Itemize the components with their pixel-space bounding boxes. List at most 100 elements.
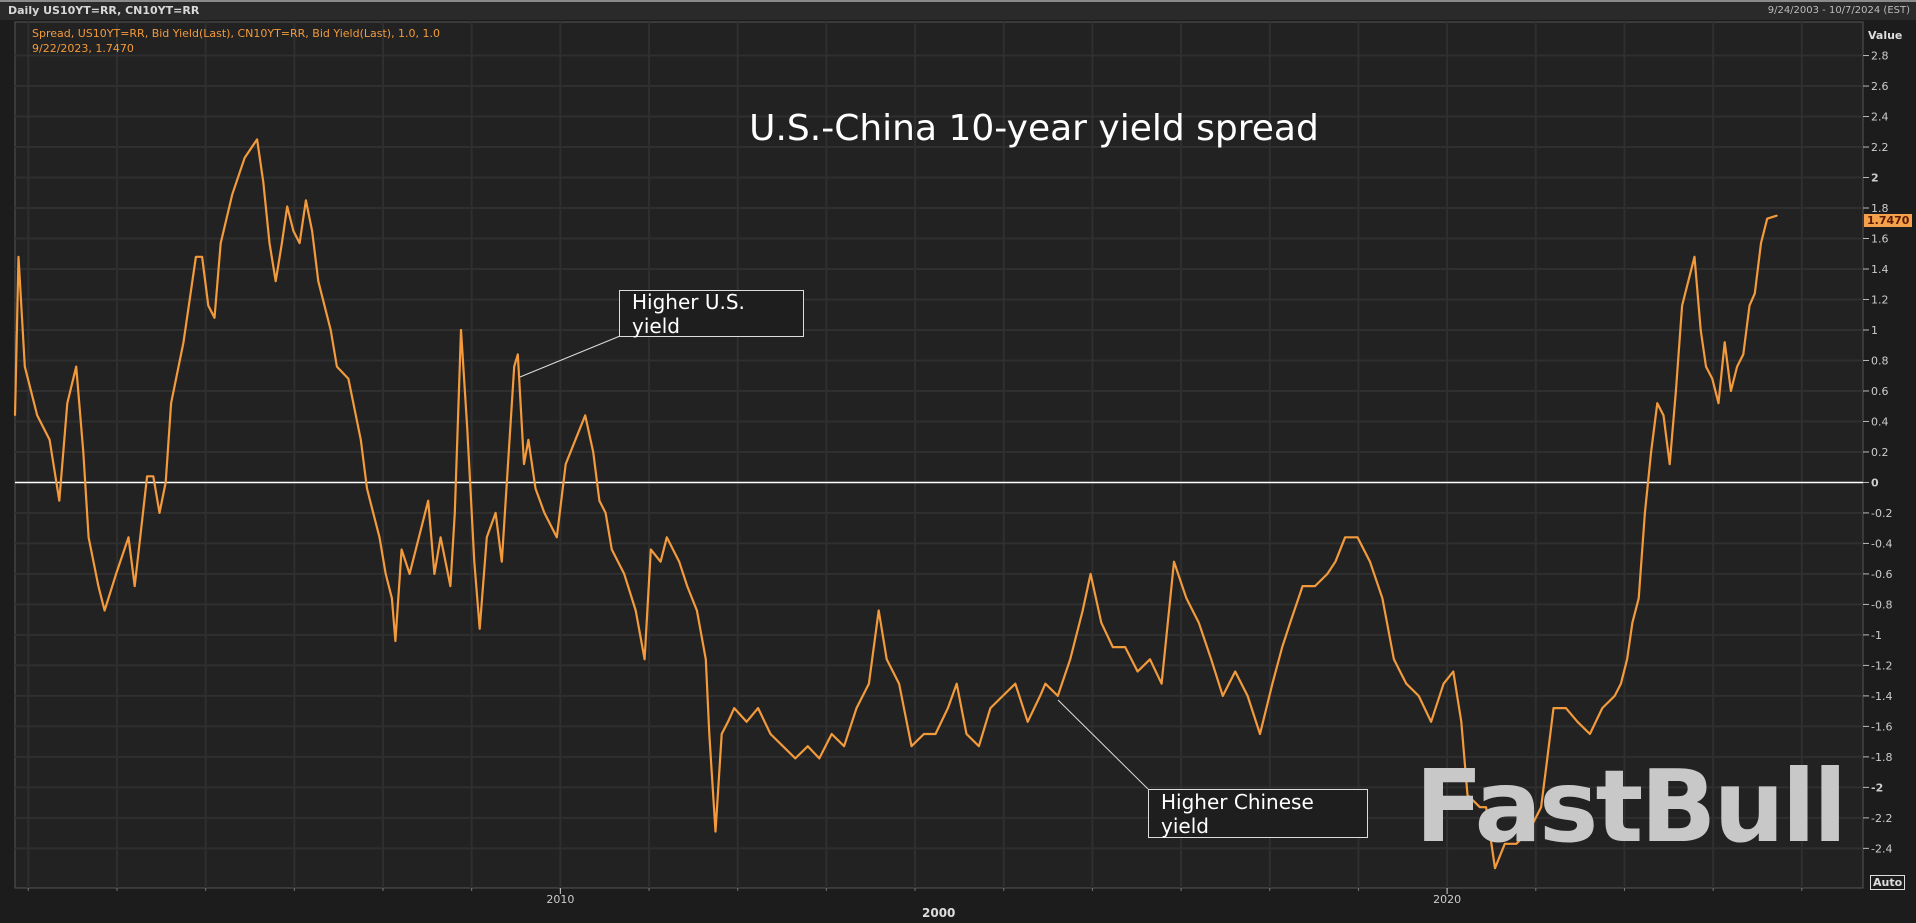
data-point (281, 242, 283, 244)
data-point (1081, 609, 1084, 612)
y-tick-label: -0.6 (1871, 568, 1892, 581)
data-point (564, 463, 567, 465)
data-point (1314, 585, 1316, 587)
data-point (598, 499, 601, 502)
data-point (934, 733, 937, 735)
annotation-higher-chinese-yield: Higher Chinese yield (1148, 789, 1368, 838)
data-point (923, 733, 925, 735)
data-point (1589, 733, 1591, 735)
data-point (513, 365, 516, 368)
data-point (978, 745, 980, 748)
data-point (1100, 621, 1103, 624)
data-point (394, 640, 397, 642)
data-point (1650, 451, 1652, 453)
data-point (1301, 585, 1304, 587)
data-point (1552, 707, 1555, 709)
data-point (1460, 721, 1463, 723)
y-axis-title: Value (1868, 29, 1903, 42)
data-point (201, 255, 203, 258)
last-value-badge: 1.7470 (1864, 214, 1913, 227)
data-point (1221, 695, 1224, 697)
data-point (1723, 341, 1726, 343)
data-point (485, 536, 488, 539)
data-point (243, 156, 246, 159)
data-point (1089, 573, 1092, 575)
data-point (1681, 304, 1683, 307)
data-point (460, 329, 462, 331)
data-point (727, 721, 729, 723)
data-point (97, 585, 100, 587)
y-tick-label: -0.2 (1871, 507, 1892, 520)
y-tick-label: 2.2 (1871, 141, 1889, 154)
data-point (384, 573, 387, 575)
data-point (1736, 365, 1738, 368)
data-point (23, 365, 26, 368)
data-point (523, 463, 525, 465)
data-point (311, 230, 313, 232)
data-point (170, 402, 172, 404)
data-point (610, 548, 613, 551)
data-point (1742, 353, 1745, 356)
data-point (1039, 695, 1041, 697)
x-axis-century-label: 2000 (922, 906, 956, 920)
fastbull-watermark-logo: FastBull (1415, 748, 1847, 865)
data-point (534, 487, 537, 490)
data-point (427, 499, 430, 502)
data-point (1601, 707, 1604, 709)
data-point (1576, 721, 1579, 723)
y-tick-label: -1 (1871, 629, 1882, 642)
data-point (1776, 214, 1778, 217)
data-point (708, 733, 711, 735)
data-point (1112, 646, 1114, 648)
auto-scale-button[interactable]: Auto (1870, 875, 1906, 890)
data-point (877, 609, 880, 612)
annotation-higher-us-yield: Higher U.S. yield (619, 290, 804, 338)
data-point (36, 414, 38, 417)
y-axis[interactable]: 2.8 2.6 2.4 2.2 2 1.8 1.6 1.4 1.2 1 0.8 0.6 0.4 0.2 0 -… (1863, 50, 1892, 856)
annotation-leader-china (1057, 699, 1149, 790)
data-point (910, 745, 913, 748)
data-point (494, 512, 497, 514)
data-point (1620, 682, 1622, 685)
data-point (1705, 365, 1707, 368)
date-range[interactable]: 9/24/2003 - 10/7/2024 (EST) (1767, 5, 1910, 16)
data-point (989, 707, 992, 709)
data-point (439, 536, 442, 539)
data-point (286, 205, 289, 208)
data-point (855, 707, 858, 709)
data-point (268, 242, 271, 244)
legend-series: Spread, US10YT=RR, Bid Yield(Last), CN10… (32, 27, 441, 40)
data-point (1405, 682, 1408, 685)
data-point (1069, 658, 1072, 661)
data-point (317, 280, 320, 282)
data-point (1289, 621, 1291, 624)
data-point (1002, 695, 1004, 697)
data-point (769, 733, 772, 735)
data-point (623, 573, 626, 575)
data-point (584, 414, 586, 417)
data-point (1717, 402, 1720, 404)
legend-cursor-value: 9/22/2023, 1.7470 (32, 42, 134, 55)
y-tick-label: 0.8 (1871, 354, 1889, 367)
data-point (182, 341, 185, 343)
data-point (1644, 512, 1646, 514)
y-tick-label: 0 (1871, 476, 1879, 489)
data-point (1198, 621, 1200, 624)
data-point (360, 438, 362, 441)
y-tick-label: 1.2 (1871, 293, 1889, 306)
data-point (794, 757, 797, 760)
data-point (262, 181, 265, 183)
data-point (1430, 721, 1432, 723)
data-point (885, 658, 888, 661)
y-tick-label: 2.6 (1871, 80, 1889, 93)
data-point (292, 230, 295, 232)
data-point (207, 304, 210, 307)
data-point (543, 512, 546, 514)
data-point (686, 585, 688, 587)
data-point (454, 512, 456, 514)
data-point (1234, 670, 1236, 673)
data-point (58, 499, 61, 502)
data-point (678, 560, 680, 563)
data-point (714, 830, 717, 833)
